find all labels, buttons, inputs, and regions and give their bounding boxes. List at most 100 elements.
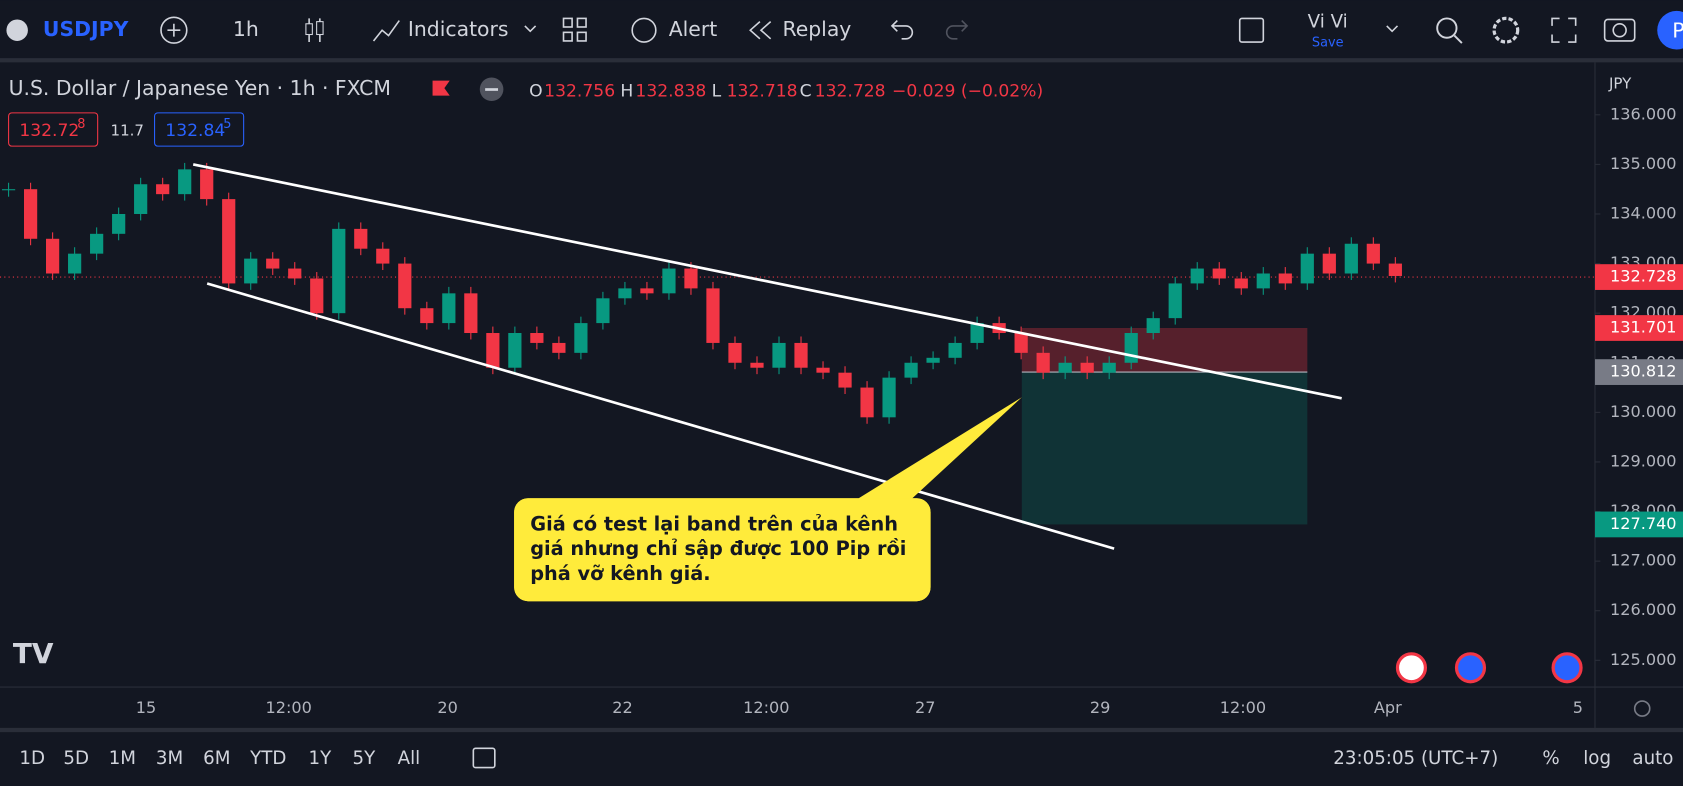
price-tag: [1594, 359, 1683, 385]
replay-icon[interactable]: [749, 21, 772, 40]
candle: [464, 293, 478, 334]
candle: [728, 342, 742, 363]
collapse-bar: [485, 88, 499, 91]
range-button[interactable]: 3M: [156, 748, 183, 769]
indicators[interactable]: Indicators: [408, 17, 509, 41]
flag-icon: [6, 19, 28, 41]
legend-title: U.S. Dollar / Japanese Yen · 1h · FXCM: [9, 76, 391, 100]
layout-icon[interactable]: [562, 17, 587, 42]
symbol[interactable]: USDJPY: [43, 17, 129, 41]
dropdown[interactable]: [1386, 25, 1399, 33]
avatar[interactable]: [1657, 10, 1683, 50]
candle: [596, 298, 610, 324]
candle: [310, 278, 324, 314]
x-tick-label: Apr: [1374, 698, 1402, 717]
search[interactable]: [1436, 17, 1458, 39]
candle: [46, 238, 60, 274]
candle: [1102, 362, 1116, 373]
add-icon[interactable]: [160, 16, 188, 44]
user-name[interactable]: Vi Vi: [1308, 12, 1348, 33]
event-icon[interactable]: [1395, 652, 1428, 684]
candle: [684, 268, 698, 289]
y-tick-label: 126.000: [1610, 600, 1677, 619]
x-tick-label: 20: [437, 698, 457, 717]
x-tick-label: 12:00: [743, 698, 789, 717]
candle: [332, 228, 346, 314]
candle: [1190, 268, 1204, 284]
candle: [1168, 283, 1182, 319]
replay[interactable]: Replay: [782, 17, 851, 41]
ohlc-value: 132.728: [815, 81, 886, 101]
dropdown[interactable]: [524, 25, 537, 33]
candle: [90, 233, 104, 254]
alert[interactable]: Alert: [669, 17, 718, 41]
camera[interactable]: [1603, 18, 1636, 42]
date-range-icon[interactable]: [472, 747, 496, 769]
indicators-icon[interactable]: [372, 20, 400, 42]
x-tick-label: 12:00: [266, 698, 312, 717]
range-button[interactable]: 5Y: [352, 748, 376, 769]
toolbar: [0, 0, 1683, 60]
candle: [816, 367, 830, 373]
y-tick-label: 127.000: [1610, 551, 1677, 570]
x-tick-label: 29: [1090, 698, 1110, 717]
candle: [882, 377, 896, 418]
candle: [508, 333, 522, 368]
log[interactable]: log: [1583, 748, 1611, 769]
candle: [398, 263, 412, 309]
candle: [574, 323, 588, 353]
range-button[interactable]: YTD: [249, 748, 286, 769]
ohlc-letter: C: [800, 81, 812, 101]
range-button[interactable]: 1D: [19, 748, 45, 769]
x-tick-label: 27: [915, 698, 935, 717]
auto[interactable]: auto: [1632, 748, 1673, 769]
ask-box[interactable]: [154, 112, 245, 147]
settings[interactable]: [1492, 16, 1520, 44]
clock: 23:05:05 (UTC+7): [1333, 748, 1498, 769]
candle: [1234, 278, 1248, 289]
candle: [552, 342, 566, 353]
annotation: phá vỡ kênh giá.: [530, 562, 710, 585]
candle: [1058, 362, 1072, 373]
axis-settings[interactable]: [1633, 700, 1651, 717]
spread: 11.7: [111, 122, 144, 140]
price-tag: [1594, 511, 1683, 538]
interval[interactable]: 1h: [233, 17, 259, 41]
range-button[interactable]: 1Y: [308, 748, 332, 769]
event-icon[interactable]: [1551, 652, 1583, 684]
candle-icon-body: [316, 21, 324, 36]
candle: [266, 258, 280, 269]
price-tag-label: 132.728: [1610, 267, 1677, 286]
save[interactable]: Save: [1312, 36, 1344, 51]
search-handle: [1453, 34, 1463, 44]
ohlc-value: 132.756: [544, 81, 615, 101]
ohlc-value: 132.838: [635, 81, 706, 101]
market-flag: [432, 80, 450, 96]
candle: [1036, 352, 1050, 373]
percent[interactable]: %: [1542, 748, 1559, 769]
range-button[interactable]: 6M: [203, 748, 230, 769]
range-button[interactable]: 5D: [63, 748, 89, 769]
candle: [1256, 273, 1270, 289]
fullscreen[interactable]: [1551, 17, 1577, 43]
redo[interactable]: [945, 19, 969, 40]
range-button[interactable]: All: [398, 748, 421, 769]
event-icon[interactable]: [1454, 652, 1487, 684]
callout-body: [514, 498, 931, 602]
alert-icon[interactable]: [631, 17, 657, 43]
candle: [1, 189, 16, 191]
candle: [1278, 273, 1292, 284]
price-tag: [1594, 264, 1683, 290]
x-tick-label: 12:00: [1220, 698, 1266, 717]
candle-icon-body: [305, 23, 313, 36]
bid-box[interactable]: [8, 112, 99, 147]
candle: [288, 268, 302, 279]
layout-toggle[interactable]: [1238, 17, 1265, 43]
currency[interactable]: JPY: [1608, 74, 1632, 92]
undo[interactable]: [890, 19, 914, 40]
range-button[interactable]: 1M: [109, 748, 136, 769]
candle: [420, 308, 434, 324]
candle: [1344, 243, 1358, 274]
candle: [530, 333, 544, 343]
